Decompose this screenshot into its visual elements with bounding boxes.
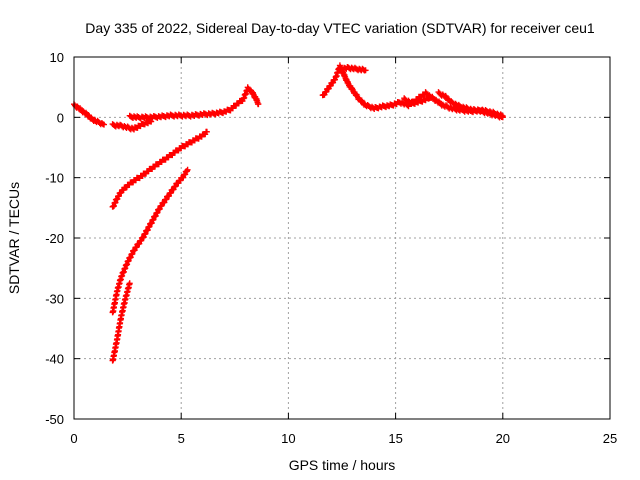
series-arc-1 bbox=[71, 101, 107, 128]
x-tick-label-2: 10 bbox=[281, 431, 295, 446]
y-tick-label-3: -20 bbox=[45, 231, 64, 246]
y-tick-label-4: -10 bbox=[45, 171, 64, 186]
series-arc-10 bbox=[435, 89, 506, 121]
data-point bbox=[426, 95, 433, 101]
x-tick-label-4: 20 bbox=[496, 431, 510, 446]
y-tick-label-0: -50 bbox=[45, 412, 64, 427]
grid bbox=[74, 57, 610, 419]
x-tick-label-3: 15 bbox=[388, 431, 402, 446]
y-tick-label-5: 0 bbox=[57, 110, 64, 125]
series-arc-2 bbox=[109, 118, 155, 133]
y-axis-label: SDTVAR / TECUs bbox=[6, 182, 22, 294]
chart-title: Day 335 of 2022, Sidereal Day-to-day VTE… bbox=[85, 20, 595, 36]
data-point bbox=[101, 121, 107, 128]
series-arc-4 bbox=[109, 128, 210, 210]
data-point bbox=[425, 95, 432, 102]
y-tick-label-6: 10 bbox=[50, 50, 64, 65]
y-tick-label-2: -30 bbox=[45, 291, 64, 306]
series-arc-5 bbox=[109, 166, 191, 316]
series-arc-6 bbox=[109, 280, 133, 364]
data-point bbox=[203, 128, 210, 135]
data-point bbox=[499, 114, 506, 121]
data-points bbox=[71, 62, 506, 364]
x-axis-label: GPS time / hours bbox=[289, 457, 396, 473]
data-point bbox=[362, 67, 369, 74]
x-tick-label-1: 5 bbox=[178, 431, 185, 446]
data-point bbox=[255, 101, 262, 108]
x-tick-label-0: 0 bbox=[70, 431, 77, 446]
series-arc-3 bbox=[126, 84, 262, 122]
series-arc-9 bbox=[401, 95, 433, 107]
y-tick-label-1: -40 bbox=[45, 352, 64, 367]
data-point bbox=[184, 166, 191, 173]
data-point bbox=[126, 280, 133, 287]
axis-ticks: 0 5 10 15 20 25 -50 -40 -30 -20 -10 0 10 bbox=[45, 50, 617, 446]
x-tick-label-5: 25 bbox=[603, 431, 617, 446]
series-arc-8 bbox=[336, 64, 369, 74]
